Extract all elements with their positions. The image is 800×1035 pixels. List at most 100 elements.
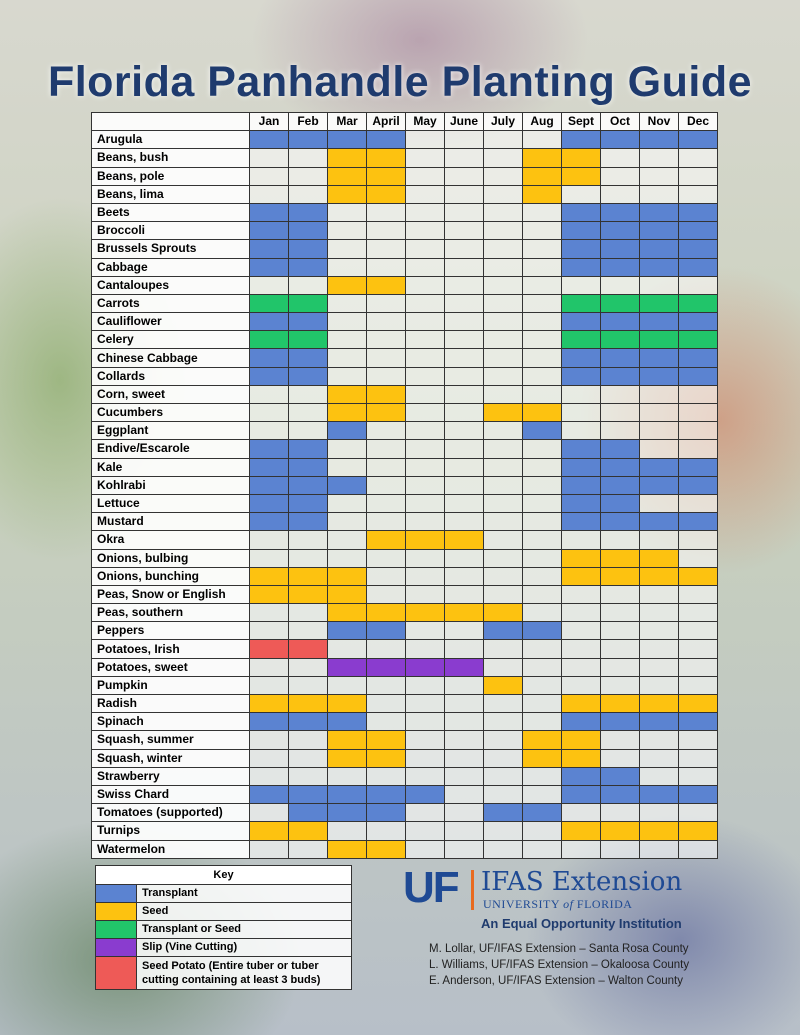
month-cell: [288, 621, 328, 641]
month-cell: [561, 402, 601, 423]
month-cell: [249, 584, 289, 605]
month-cell: [288, 202, 328, 223]
month-cell: [639, 693, 679, 714]
month-cell: [444, 257, 484, 277]
month-cell: [249, 712, 289, 732]
key-label: Slip (Vine Cutting): [136, 938, 352, 957]
month-cell: [639, 384, 679, 405]
month-cell: [600, 148, 640, 168]
month-cell: [444, 166, 484, 186]
month-cell: [327, 293, 367, 314]
month-cell: [600, 366, 640, 386]
month-cell: [366, 712, 406, 732]
month-cell: [600, 293, 640, 314]
month-cell: [444, 621, 484, 641]
month-cell: [288, 675, 328, 696]
month-cell: [561, 839, 601, 859]
month-cell: [366, 512, 406, 532]
month-cell: [483, 384, 523, 405]
month-cell: [483, 748, 523, 768]
month-cell: [639, 603, 679, 623]
month-cell: [561, 184, 601, 204]
month-cell: [483, 421, 523, 441]
month-cell: [600, 803, 640, 823]
month-cell: [600, 584, 640, 605]
month-cell: [600, 257, 640, 277]
month-cell: [249, 821, 289, 841]
key-label: Seed: [136, 902, 352, 921]
month-cell: [483, 803, 523, 823]
month-cell: [561, 348, 601, 368]
month-cell: [600, 530, 640, 550]
month-cell: [522, 439, 562, 459]
month-cell: [678, 839, 718, 859]
month-cell: [483, 275, 523, 295]
month-cell: [444, 330, 484, 350]
month-cell: [288, 748, 328, 768]
month-cell: [522, 821, 562, 841]
month-cell: [249, 293, 289, 314]
month-cell: [522, 766, 562, 786]
month-cell: [327, 839, 367, 859]
month-cell: [327, 384, 367, 405]
month-cell: [522, 675, 562, 696]
month-cell: [639, 766, 679, 786]
month-cell: [249, 548, 289, 568]
month-cell: [249, 275, 289, 295]
month-cell: [678, 566, 718, 586]
month-cell: [249, 730, 289, 750]
crop-name: Brussels Sprouts: [91, 239, 250, 259]
month-cell: [327, 584, 367, 605]
table-row: Brussels Sprouts: [91, 239, 718, 259]
month-cell: [405, 202, 445, 223]
month-cell: [522, 457, 562, 477]
month-cell: [444, 348, 484, 368]
crop-name: Beans, bush: [91, 148, 250, 168]
month-cell: [327, 457, 367, 477]
month-cell: [249, 148, 289, 168]
month-header: Dec: [678, 111, 718, 132]
table-row: Radish: [91, 693, 718, 714]
month-cell: [561, 766, 601, 786]
month-cell: [600, 548, 640, 568]
month-cell: [522, 293, 562, 314]
month-cell: [288, 457, 328, 477]
crop-name: Broccoli: [91, 221, 250, 241]
month-cell: [600, 566, 640, 586]
month-cell: [288, 657, 328, 677]
month-cell: [444, 566, 484, 586]
month-cell: [405, 384, 445, 405]
month-cell: [600, 130, 640, 150]
month-cell: [678, 584, 718, 605]
month-cell: [444, 639, 484, 659]
month-cell: [678, 693, 718, 714]
month-cell: [678, 603, 718, 623]
month-cell: [600, 730, 640, 750]
month-cell: [522, 566, 562, 586]
table-row: Strawberry: [91, 766, 718, 786]
month-cell: [639, 148, 679, 168]
month-cell: [327, 221, 367, 241]
month-cell: [327, 130, 367, 150]
page-title: Florida Panhandle Planting Guide: [47, 58, 753, 106]
month-cell: [366, 766, 406, 786]
month-cell: [327, 239, 367, 259]
month-cell: [678, 548, 718, 568]
month-cell: [678, 439, 718, 459]
key-label: Transplant: [136, 884, 352, 903]
month-cell: [678, 348, 718, 368]
month-cell: [249, 402, 289, 423]
month-cell: [600, 166, 640, 186]
month-cell: [600, 239, 640, 259]
month-cell: [288, 184, 328, 204]
month-cell: [561, 566, 601, 586]
table-row: Watermelon: [91, 839, 718, 859]
month-cell: [600, 457, 640, 477]
month-cell: [561, 275, 601, 295]
month-cell: [522, 184, 562, 204]
month-cell: [483, 821, 523, 841]
month-cell: [327, 275, 367, 295]
month-cell: [483, 330, 523, 350]
month-cell: [288, 402, 328, 423]
month-cell: [366, 130, 406, 150]
